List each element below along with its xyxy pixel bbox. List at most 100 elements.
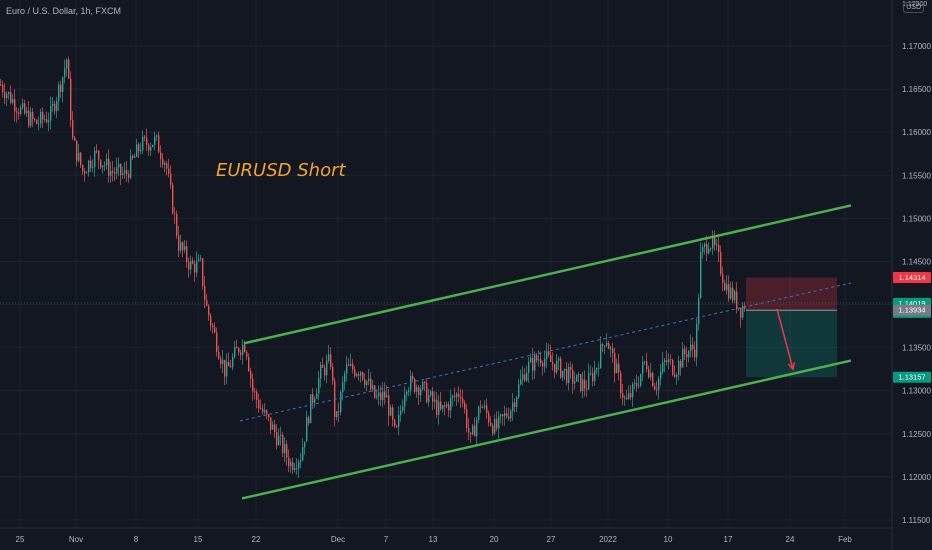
candle-body [614, 352, 616, 374]
candle-body [354, 369, 356, 376]
candle-body [560, 358, 562, 378]
candle-body [150, 146, 152, 151]
candle-body [374, 385, 376, 398]
x-tick-label: 7 [384, 535, 389, 544]
x-tick-label: 20 [490, 535, 499, 544]
price-tag-bg [893, 371, 931, 383]
candle-body [188, 261, 190, 270]
candle-body [672, 359, 674, 375]
candle-body [606, 343, 608, 346]
candle-body [602, 344, 604, 346]
candle-body [588, 373, 590, 390]
candle-body [22, 103, 24, 108]
candle-body [456, 393, 458, 398]
candle-body [246, 351, 248, 357]
candle-body [238, 348, 240, 353]
y-tick-label: 1.11500 [902, 516, 931, 525]
candle-body [526, 372, 528, 381]
candle-body [182, 242, 184, 250]
candle-body [176, 214, 178, 236]
candle-body [692, 344, 694, 350]
candle-body [104, 165, 106, 167]
candle-body [28, 110, 30, 126]
candle-body [644, 361, 646, 363]
candle-body [646, 361, 648, 370]
candle-body [186, 246, 188, 262]
candle-body [572, 370, 574, 384]
candle-body [678, 360, 680, 375]
candle-body [522, 374, 524, 380]
candle-body [616, 363, 618, 374]
candle-body [594, 369, 596, 382]
candle-body [622, 393, 624, 398]
candle-body [180, 242, 182, 251]
candle-body [380, 392, 382, 400]
candle-body [116, 167, 118, 174]
candle-body [430, 391, 432, 396]
candle-body [518, 384, 520, 398]
candle-body [514, 402, 516, 407]
candle-body [306, 417, 308, 442]
candle-body [272, 424, 274, 430]
candle-body [38, 123, 40, 125]
candle-body [80, 152, 82, 166]
candle-body [248, 356, 250, 371]
candle-body [500, 414, 502, 416]
candle-body [298, 461, 300, 469]
candle-body [400, 410, 402, 415]
price-tag-text: 1.13934 [898, 306, 925, 315]
candle-body [674, 374, 676, 377]
candle-body [286, 444, 288, 458]
candle-body [580, 374, 582, 392]
candle-body [716, 244, 718, 246]
candle-body [536, 355, 538, 361]
candle-body [148, 144, 150, 151]
currency-badge[interactable]: USD [903, 2, 924, 13]
candle-body [408, 390, 410, 392]
candle-body [596, 368, 598, 370]
candle-body [698, 298, 700, 324]
candle-body [362, 372, 364, 380]
candle-body [96, 150, 98, 152]
candle-body [386, 395, 388, 398]
candle-body [734, 291, 736, 301]
candle-body [540, 359, 542, 364]
candle-body [728, 284, 730, 299]
candle-body [398, 414, 400, 427]
candle-body [30, 111, 32, 126]
candle-body [136, 144, 138, 157]
candle-body [310, 394, 312, 424]
candle-body [220, 358, 222, 365]
channel-lower-line [241, 359, 852, 500]
candle-body [0, 84, 2, 86]
candle-body [542, 363, 544, 367]
annotation-text: EURUSD Short [216, 160, 346, 181]
candle-body [190, 261, 192, 270]
candle-body [198, 258, 200, 261]
candle-body [604, 345, 606, 347]
candle-body [358, 374, 360, 376]
candle-body [686, 354, 688, 358]
candle-body [232, 357, 234, 368]
symbol-legend[interactable]: Euro / U.S. Dollar, 1h, FXCM [6, 6, 122, 16]
y-tick-label: 1.15500 [902, 171, 931, 180]
candle-body [598, 368, 600, 369]
candle-body [6, 94, 8, 98]
candle-body [582, 379, 584, 392]
time-axis[interactable]: 25 Nov 8 15 22 Dec 7 13 20 27 2022 10 17 24 Feb [16, 535, 853, 544]
candle-body [224, 359, 226, 377]
candle-body [56, 100, 58, 112]
candle-body [290, 462, 292, 467]
candle-body [10, 92, 12, 103]
candle-body [98, 150, 100, 160]
trend-arrow-shaft [776, 308, 794, 370]
candle-body [18, 112, 20, 114]
candle-body [166, 163, 168, 169]
candle-body [208, 305, 210, 316]
candle-body [256, 391, 258, 401]
candle-body [452, 395, 454, 398]
candle-body [710, 248, 712, 250]
candle-body [480, 406, 482, 408]
